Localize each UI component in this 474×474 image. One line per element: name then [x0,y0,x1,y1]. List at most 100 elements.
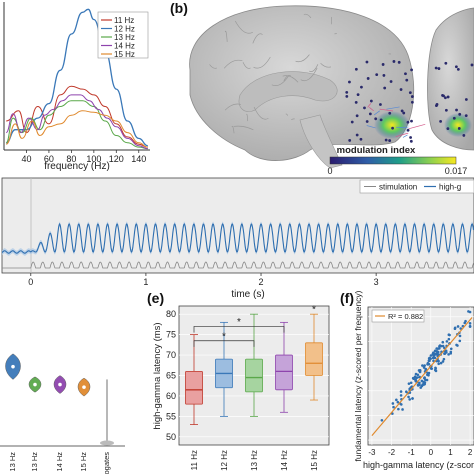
boxplot-ytick-label: 60 [166,391,176,401]
electrode-contact [406,120,410,124]
spectrum-legend-label: 13 Hz [114,33,135,42]
significance-star: * [312,305,316,316]
scatter-point [447,353,450,356]
panel-label-e: (e) [147,290,164,306]
timeseries-xtick-label: 3 [374,277,379,287]
scatter-legend-box [371,309,425,323]
scatter-xtick-label: 0 [429,448,434,457]
scatter-point [418,381,421,385]
timeseries-xtick-label: 1 [143,277,148,287]
scatter-point [401,408,404,411]
scatter-point [436,353,440,356]
scatter-point [453,326,457,330]
electrode-contact [406,128,410,132]
brain-sulcus [253,106,269,120]
electrode-contact [391,126,394,130]
panel-label-f: (f) [340,290,354,306]
scatter-point [458,339,462,343]
brain-sulcus [282,75,299,83]
scatter-xtick-label: 2 [468,448,473,457]
brain-posterior-hotspot [444,113,472,137]
scatter-point [407,395,410,399]
colorbar-min: 0 [327,166,332,176]
brain-corpus-callosum [238,71,338,112]
scatter-point [396,400,400,404]
boxplot-box-11hz [185,371,203,405]
electrode-contact [374,117,378,121]
scatter-point [408,398,412,401]
significance-star: * [222,332,226,343]
scatter-ylabel: fundamental latency (z-scored per freque… [353,290,363,461]
electrode-contact [409,139,413,143]
boxplot-box-13hz [245,358,263,393]
scatter-point [418,375,421,379]
scatter-point [426,372,430,375]
scatter-point [392,405,395,409]
electrode-contact [366,77,370,80]
spectrum-legend-label: 15 Hz [114,50,135,59]
scatter-point [421,383,424,386]
electrode-contact [410,119,413,123]
significance-bracket [193,326,285,333]
electrode-contact [359,137,363,141]
electrode-contact [457,127,461,130]
electrode-contact [383,86,387,90]
electrode-contact [441,93,444,97]
electrode-contact [392,60,396,63]
electrode-contact [356,93,360,97]
scatter-point [439,361,443,365]
electrode-contact [444,108,448,112]
electrode-contact [464,98,468,101]
scatter-point [442,357,446,361]
scatter-point [433,356,437,360]
boxplot-category-label: 14 Hz [280,450,289,471]
spectrum-xlabel: frequency (Hz) [44,161,110,172]
scatter-point [427,362,431,366]
electrode-contact [456,67,460,71]
electrode-contact [388,111,392,115]
violin-median-dot [11,364,15,369]
scatter-point [434,369,438,373]
scatter-point [411,397,414,400]
brain-sulcus [283,74,291,82]
electrode-contact [384,138,388,142]
spectrum-legend-label: 12 Hz [114,25,135,34]
boxplot-ytick-label: 65 [166,371,176,381]
spectrum-legend-label: 14 Hz [114,42,135,51]
scatter-point [468,322,472,325]
boxplot-ytick-label: 50 [166,432,176,442]
brain-sulcus [252,33,263,44]
electrode-contact [435,104,438,107]
electrode-contact [409,136,412,139]
timeseries-xlabel: time (s) [231,289,264,300]
scatter-xtick-label: -2 [388,448,396,457]
electrode-contact [348,80,351,84]
electrode-contact [354,101,358,104]
scatter-point [441,360,445,363]
electrode-grid-medial [345,60,426,143]
scatter-point [421,364,424,367]
brain-sulcus [231,125,235,134]
scatter-panel: (f) -3 -2 -1 0 1 2 fundamental latency (z-sco… [340,290,474,470]
electrode-contact [454,65,458,69]
electrode-contact [355,114,359,118]
colorbar [329,156,457,165]
scatter-point [443,352,446,355]
violin-category-label: surrogates [102,452,111,474]
electrode-contact [365,120,369,123]
electrode-link [395,132,409,138]
violin-median-dot [33,382,37,387]
brain-sulcus [295,54,310,63]
boxplot-category-label: 12 Hz [220,450,229,471]
electrode-contact [400,109,404,113]
spectrum-line-15hz [5,110,148,148]
high-gamma-trace [1,222,474,254]
boxplot-ytick-label: 70 [166,350,176,360]
electrode-contact [354,67,358,71]
electrode-contact [404,72,407,76]
boxplot-ytick-label: 55 [166,411,176,421]
scatter-point [425,378,429,382]
electrode-contact [355,133,359,137]
spectrum-line-13hz [5,100,148,150]
